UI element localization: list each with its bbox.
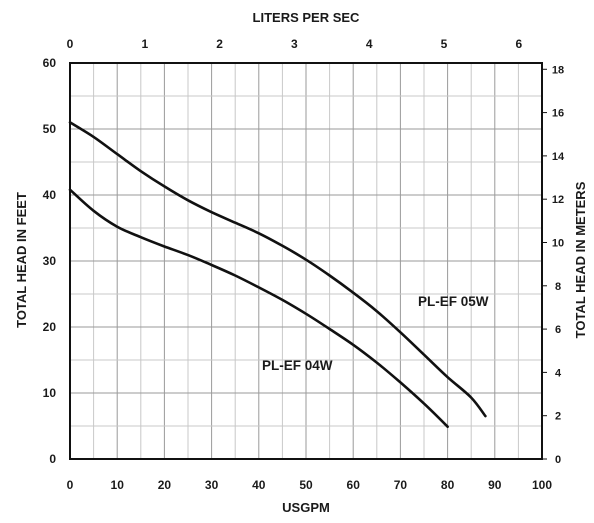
x2-tick-label: 1 [141,37,148,51]
x-tick-label: 90 [488,478,502,492]
plot-frame [69,62,543,460]
x2-tick-label: 3 [291,37,298,51]
x-axis-title: USGPM [282,500,330,515]
x-tick-label: 10 [111,478,125,492]
x-tick-label: 70 [394,478,408,492]
x2-tick-label: 4 [366,37,373,51]
y2-tick-label: 12 [552,194,564,206]
series-lines [68,121,487,428]
y2-tick-label: 10 [552,237,564,249]
series-label-pl-ef-04w: PL-EF 04W [262,358,333,373]
y2-tick-label: 2 [555,411,561,423]
y-tick-label: 10 [43,386,57,400]
x-tick-label: 0 [67,478,74,492]
y2-tick-label: 4 [555,367,562,379]
series-label-pl-ef-05w: PL-EF 05W [418,294,489,309]
y2-tick-label: 18 [552,64,564,76]
y2-tick-label: 16 [552,108,564,120]
x-tick-label: 100 [532,478,552,492]
x-tick-label: 60 [347,478,361,492]
x2-tick-label: 6 [515,37,522,51]
series-line-pl-ef-05w [68,121,487,418]
x2-tick-label: 0 [67,37,74,51]
x2-axis-title: LITERS PER SEC [253,10,361,25]
y-tick-label: 30 [43,254,57,268]
y-tick-label: 0 [49,452,56,466]
y-tick-label: 50 [43,122,57,136]
y2-tick-label: 14 [552,151,565,163]
x-tick-label: 30 [205,478,219,492]
series-line-pl-ef-04w [68,188,449,428]
x-tick-label: 50 [299,478,313,492]
y-axis-title: TOTAL HEAD IN FEET [14,192,29,328]
y-tick-label: 60 [43,56,57,70]
x-tick-label: 80 [441,478,455,492]
y2-tick-label: 8 [555,281,561,293]
y2-tick-label: 6 [555,324,561,336]
y-tick-label: 40 [43,188,57,202]
grid-lines [69,62,543,460]
y2-axis-title: TOTAL HEAD IN METERS [573,181,588,338]
x2-tick-label: 5 [441,37,448,51]
x-tick-label: 40 [252,478,266,492]
y2-tick-label: 0 [555,454,561,466]
y-tick-label: 20 [43,320,57,334]
x2-tick-label: 2 [216,37,223,51]
x-tick-label: 20 [158,478,172,492]
